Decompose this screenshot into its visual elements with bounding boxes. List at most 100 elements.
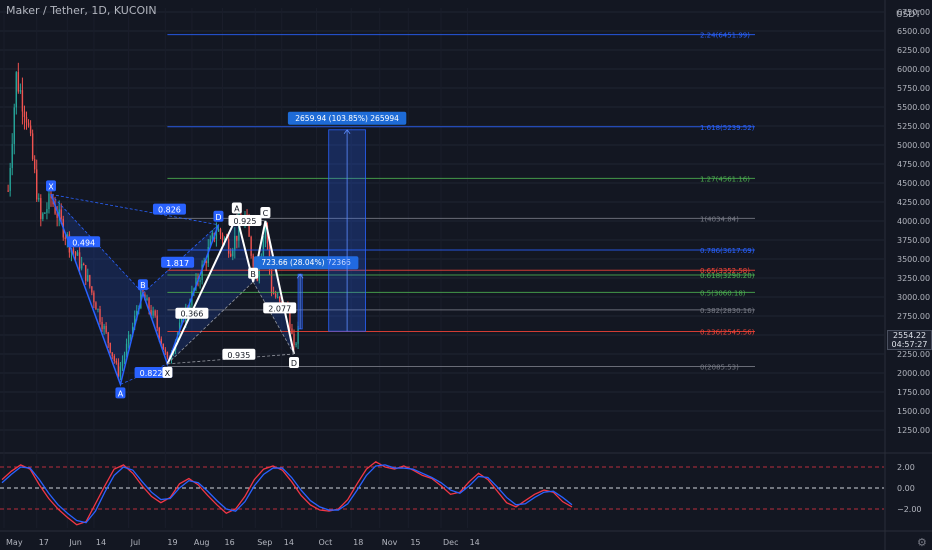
time-tick-label: Nov — [382, 538, 398, 547]
ratio-label: 2.077 — [268, 304, 291, 313]
candle-body — [166, 352, 169, 358]
ratio-badge — [134, 367, 168, 378]
pattern-point-label: X — [165, 369, 171, 378]
price-tick-label: 6250.00 — [897, 46, 930, 55]
candle-body — [140, 286, 142, 309]
measure-label: 723.66 (28.04%) 72366 — [261, 258, 351, 267]
price-tick-label: 6750.00 — [897, 8, 930, 17]
candle-body — [87, 275, 89, 281]
candle-body — [232, 250, 234, 257]
candle-body — [207, 247, 209, 264]
candle-body — [23, 111, 26, 117]
ratio-label: 0.935 — [227, 351, 250, 360]
candle-body — [297, 325, 299, 344]
ratio-label: 0.826 — [158, 206, 181, 215]
fib-label: 1(4034.84) — [700, 215, 739, 223]
price-tick-label: 4000.00 — [897, 217, 930, 226]
candle-body — [221, 234, 224, 241]
pattern-point-badge — [289, 357, 300, 368]
candle-body — [78, 252, 81, 269]
currency-unit: USDT — [896, 10, 921, 20]
price-tick-label: 4250.00 — [897, 198, 930, 207]
ratio-badge — [67, 236, 101, 248]
candle-body — [60, 209, 62, 219]
candle-body — [89, 275, 91, 287]
fib-label: 1.618(5239.52) — [700, 124, 755, 132]
price-tick-label: 6000.00 — [897, 65, 930, 74]
measure-arrowhead — [296, 273, 304, 279]
time-tick-label: 16 — [225, 538, 235, 547]
ratio-label: 0.366 — [180, 310, 203, 319]
price-tick-label: 5500.00 — [897, 103, 930, 112]
osc-tick-label: 2.00 — [897, 463, 915, 472]
pattern-point-label: B — [250, 270, 256, 279]
candle-body — [46, 209, 48, 213]
pattern-point-badge — [137, 279, 148, 291]
candle-body — [136, 311, 138, 316]
fib-label: 0.786(3617.69) — [700, 247, 755, 255]
candle-body — [230, 253, 232, 257]
measure-boxes: 723.66 (28.04%) 72366 2659.94 (103.85%) 2… — [253, 111, 407, 332]
candle-body — [258, 267, 260, 281]
measure-label-bg — [253, 256, 359, 270]
candle-body — [72, 248, 75, 253]
candle-body — [17, 72, 20, 92]
candle-body — [11, 143, 13, 168]
candle-body — [103, 325, 105, 330]
osc-series-line — [1, 460, 573, 526]
oscillator-pane: 2.00 0.00 −2.00 — [0, 460, 922, 526]
candle-body — [40, 198, 42, 220]
candle-body — [64, 237, 67, 239]
pattern-point-label: A — [234, 204, 240, 213]
candle-body — [211, 233, 214, 240]
pattern-triangle — [142, 224, 219, 364]
candle-body — [44, 212, 46, 214]
ratio-label: 0.494 — [72, 238, 95, 247]
pattern-ratio-line — [252, 281, 295, 355]
time-tick-label: 14 — [96, 538, 106, 547]
candle-body — [15, 72, 17, 108]
bar-countdown: 04:57:27 — [891, 340, 928, 349]
ratio-badge — [263, 302, 297, 314]
candle-body — [80, 263, 83, 269]
candle-body — [93, 292, 95, 303]
time-tick-label: Aug — [194, 538, 210, 547]
price-tick-label: 1750.00 — [897, 388, 930, 397]
gear-icon[interactable]: ⚙ — [917, 536, 927, 549]
measure-label: 2659.94 (103.85%) 265994 — [295, 114, 399, 123]
ratio-label: 0.925 — [234, 217, 257, 226]
candle-body — [264, 225, 267, 239]
candle-body — [111, 352, 113, 357]
candle-body — [115, 360, 118, 363]
candle-body — [142, 286, 144, 295]
candle-body — [295, 343, 297, 346]
candle-body — [250, 236, 252, 256]
candle-body — [113, 356, 116, 361]
candle-body — [205, 260, 207, 264]
candle-body — [162, 343, 165, 350]
candle-body — [109, 342, 111, 353]
candle-body — [134, 315, 136, 327]
time-tick-label: 19 — [167, 538, 177, 547]
candle-body — [146, 298, 148, 301]
candle-body — [236, 235, 238, 241]
pattern-point-label: D — [291, 359, 297, 368]
ratio-badge — [175, 307, 209, 319]
time-axis[interactable]: May 17 Jun 14 Jul 19 Aug 16 Sep 14 Oct 18 Nov 15 Dec 14 — [6, 538, 480, 547]
candle-body — [227, 239, 230, 254]
price-tick-label: 2250.00 — [897, 350, 930, 359]
candle-body — [74, 252, 77, 256]
candle-body — [117, 362, 120, 377]
price-tick-label: 3000.00 — [897, 293, 930, 302]
price-axis[interactable]: 6750.00 6500.00 6250.00 6000.00 5750.00 5500.… — [897, 8, 930, 435]
candle-body — [123, 354, 126, 361]
ratio-badge — [222, 348, 256, 360]
candle-body — [91, 286, 93, 293]
candle-body — [234, 235, 236, 251]
pattern-point-label: C — [263, 209, 269, 218]
price-tick-label: 1250.00 — [897, 426, 930, 435]
candle-body — [25, 116, 28, 123]
candle-body — [209, 239, 211, 248]
